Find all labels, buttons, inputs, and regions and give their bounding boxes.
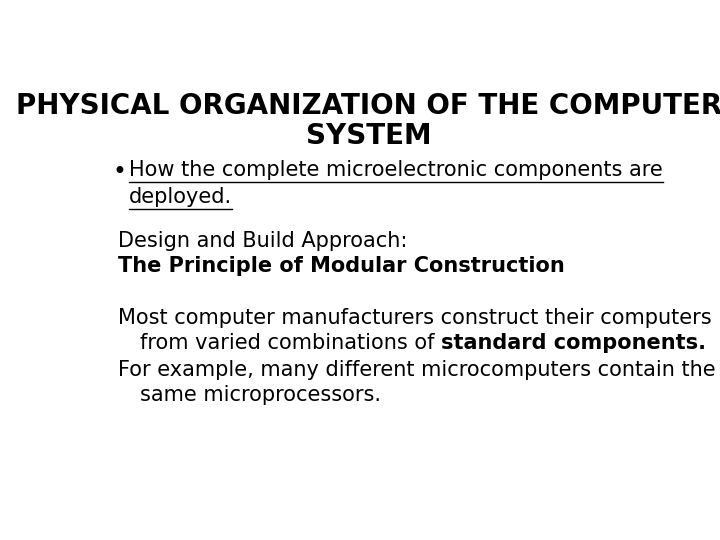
Text: Most computer manufacturers construct their computers: Most computer manufacturers construct th… xyxy=(118,308,711,328)
Text: PHYSICAL ORGANIZATION OF THE COMPUTER: PHYSICAL ORGANIZATION OF THE COMPUTER xyxy=(16,92,720,120)
Text: •: • xyxy=(112,160,126,185)
Text: The Principle of Modular Construction: The Principle of Modular Construction xyxy=(118,256,564,276)
Text: same microprocessors.: same microprocessors. xyxy=(140,385,381,405)
Text: For example, many different microcomputers contain the: For example, many different microcompute… xyxy=(118,360,716,380)
Text: from varied combinations of: from varied combinations of xyxy=(140,333,441,353)
Text: How the complete microelectronic components are: How the complete microelectronic compone… xyxy=(129,160,663,180)
Text: Design and Build Approach:: Design and Build Approach: xyxy=(118,231,408,251)
Text: SYSTEM: SYSTEM xyxy=(306,122,432,150)
Text: deployed.: deployed. xyxy=(129,187,232,207)
Text: standard components.: standard components. xyxy=(441,333,706,353)
